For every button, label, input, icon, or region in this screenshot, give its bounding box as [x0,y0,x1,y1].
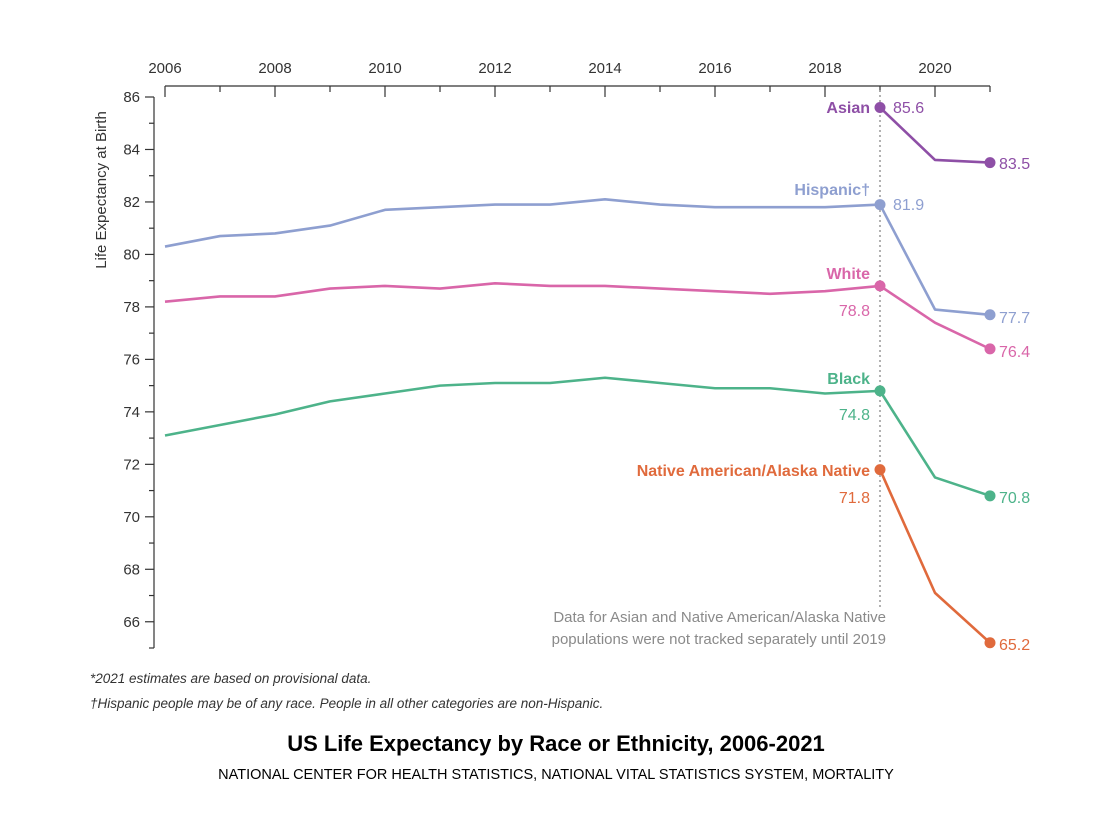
series-0-point-2019 [874,101,886,113]
footnote-hispanic: †Hispanic people may be of any race. Peo… [90,696,604,711]
x-tick-label-2012: 2012 [478,60,511,77]
series-0-value-2021: 83.5 [999,156,1030,173]
x-tick-label-2018: 2018 [808,60,841,77]
series-1-point-2019 [874,199,886,211]
y-tick-label-86: 86 [123,89,140,106]
series-1-name-label: Hispanic† [794,182,870,199]
series-2-name-label: White [826,266,870,283]
series-1-value-2021: 77.7 [999,310,1030,327]
series-2-value-2019: 78.8 [839,303,870,320]
series-4-value-2021: 65.2 [999,637,1030,654]
series-3-value-2021: 70.8 [999,490,1030,507]
series-4-name-label: Native American/Alaska Native [637,463,870,480]
series-3-line [164,376,991,498]
series-0-name-label: Asian [826,100,870,117]
series-1-value-2019: 81.9 [893,197,924,214]
series-2-point-2021 [984,343,996,355]
chart-title: US Life Expectancy by Race or Ethnicity,… [287,731,825,756]
series-2-point-2019 [874,280,886,292]
y-tick-label-84: 84 [123,141,140,158]
series-4-line [878,469,991,644]
x-tick-label-2016: 2016 [698,60,731,77]
series-3-name-label: Black [827,371,870,388]
y-tick-label-82: 82 [123,194,140,211]
y-tick-label-66: 66 [123,614,140,631]
series-1-point-2021 [984,309,996,321]
footnote-provisional: *2021 estimates are based on provisional… [90,671,372,686]
y-tick-label-70: 70 [123,509,140,526]
series-2-line [164,281,991,351]
y-tick-label-80: 80 [123,246,140,263]
note-line-2: populations were not tracked separately … [552,631,886,648]
chart-subtitle: NATIONAL CENTER FOR HEALTH STATISTICS, N… [218,767,894,783]
x-tick-label-2010: 2010 [368,60,401,77]
y-tick-label-76: 76 [123,351,140,368]
series-3-value-2019: 74.8 [839,407,870,424]
series-4-value-2019: 71.8 [839,490,870,507]
y-tick-label-72: 72 [123,456,140,473]
series-4-point-2021 [984,637,996,649]
series-0-point-2021 [984,157,996,169]
x-tick-label-2014: 2014 [588,60,621,77]
y-axis-label: Life Expectancy at Birth [93,111,110,269]
series-2-value-2021: 76.4 [999,344,1030,361]
series-0-line [879,106,991,164]
y-tick-label-74: 74 [123,404,140,421]
note-line-1: Data for Asian and Native American/Alask… [553,609,886,626]
series-1-line [164,198,991,317]
series-3-point-2021 [984,490,996,502]
series-4-point-2019 [874,464,886,476]
series-0-value-2019: 85.6 [893,100,924,117]
y-tick-label-68: 68 [123,561,140,578]
x-tick-label-2020: 2020 [918,60,951,77]
series-3-point-2019 [874,385,886,397]
x-tick-label-2006: 2006 [148,60,181,77]
x-tick-label-2008: 2008 [258,60,291,77]
y-tick-label-78: 78 [123,299,140,316]
